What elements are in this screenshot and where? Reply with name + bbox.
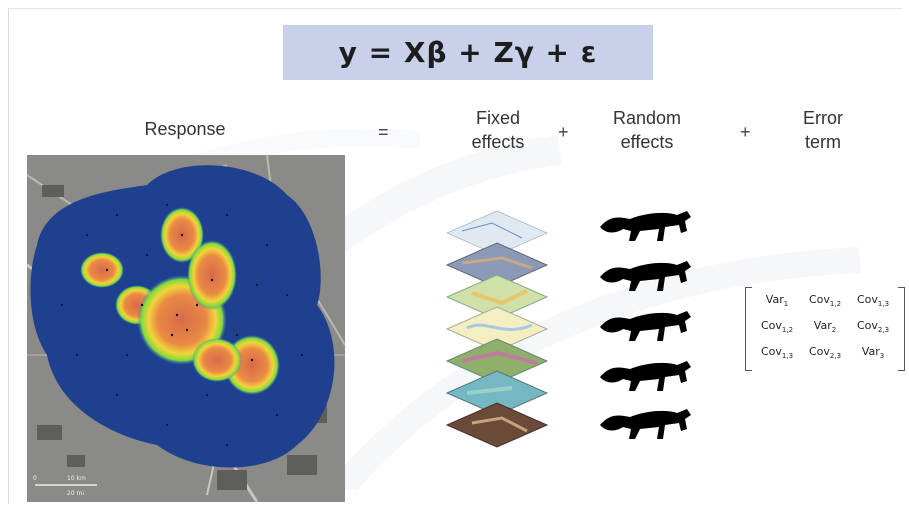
matrix-row-2: Cov1,2 Var2 Cov2,3 xyxy=(753,319,897,334)
matrix-row-1: Var1 Cov1,2 Cov1,3 xyxy=(753,293,897,308)
error-term-line1: Error xyxy=(803,108,843,128)
matrix-bracket-left xyxy=(745,287,752,371)
matrix-bracket-right xyxy=(898,287,905,371)
raster-layer-2 xyxy=(445,242,549,288)
model-equation: y = Xβ + Zγ + ε xyxy=(338,36,598,69)
matrix-cell: Cov1,2 xyxy=(808,293,842,309)
response-label: Response xyxy=(144,119,226,139)
random-effects-line1: Random xyxy=(612,108,682,128)
raster-layer-4 xyxy=(445,306,549,352)
matrix-cell: Var3 xyxy=(861,345,885,361)
equals-operator: = xyxy=(378,122,389,142)
raster-layer-7 xyxy=(445,402,549,448)
cougar-silhouette-icon xyxy=(600,409,691,439)
random-effects-individuals xyxy=(595,205,700,445)
fixed-effects-label: Fixed effects xyxy=(458,106,538,154)
scale-label-0: 0 xyxy=(33,475,37,482)
matrix-cell: Cov2,3 xyxy=(856,319,890,335)
scale-label-km: 10 km xyxy=(67,475,86,482)
error-term-line2: term xyxy=(805,132,841,152)
fixed-effects-line1: Fixed xyxy=(475,108,520,128)
plus-operator-1: + xyxy=(558,122,569,142)
matrix-cell: Cov2,3 xyxy=(808,345,842,361)
raster-layer-5 xyxy=(445,338,549,384)
error-term-label: Error term xyxy=(788,106,858,154)
matrix-cell: Var2 xyxy=(813,319,837,335)
map-scale-bar: 0 10 km 20 mi xyxy=(33,475,97,497)
matrix-cell: Cov1,3 xyxy=(856,293,890,309)
random-effects-line2: effects xyxy=(620,132,674,152)
matrix-cell: Var1 xyxy=(765,293,789,309)
cougar-silhouette-icon xyxy=(600,211,691,241)
scale-label-mi: 20 mi xyxy=(67,490,84,497)
slide-frame xyxy=(8,8,902,504)
random-effects-label: Random effects xyxy=(597,106,697,154)
raster-layer-6 xyxy=(445,370,549,416)
matrix-cell: Cov1,2 xyxy=(760,319,794,335)
fixed-effects-layer-stack xyxy=(445,210,549,448)
raster-layer-3 xyxy=(445,274,549,320)
fixed-effects-line2: effects xyxy=(471,132,525,152)
cougar-silhouette-icon xyxy=(600,311,691,341)
equation-box: y = Xβ + Zγ + ε xyxy=(283,25,653,80)
cougar-silhouette-icon xyxy=(600,361,691,391)
covariance-matrix: Var1 Cov1,2 Cov1,3 Cov1,2 Var2 Cov2,3 Co… xyxy=(745,287,905,371)
response-density-map: 0 10 km 20 mi xyxy=(27,155,345,502)
cougar-silhouette-icon xyxy=(600,261,691,291)
matrix-cell: Cov1,3 xyxy=(760,345,794,361)
matrix-row-3: Cov1,3 Cov2,3 Var3 xyxy=(753,345,897,360)
plus-operator-2: + xyxy=(740,122,751,142)
raster-layer-1 xyxy=(446,210,548,256)
